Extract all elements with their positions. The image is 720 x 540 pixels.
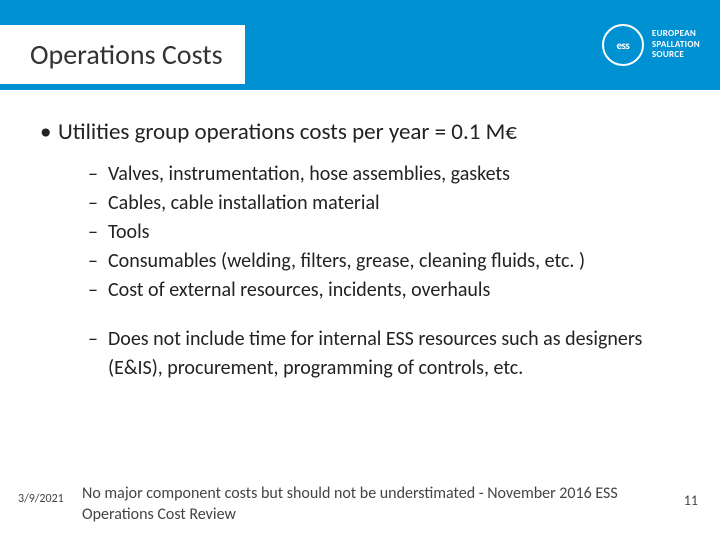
logo-text-line: EUROPEAN bbox=[652, 29, 700, 40]
main-bullet: Utilities group operations costs per yea… bbox=[40, 118, 680, 146]
page-number: 11 bbox=[684, 484, 698, 509]
logo: ess EUROPEAN SPALLATION SOURCE bbox=[602, 24, 700, 66]
footer: 3/9/2021 No major component costs but sh… bbox=[0, 484, 720, 526]
list-item: Tools bbox=[88, 218, 680, 247]
logo-icon: ess bbox=[602, 24, 644, 66]
note-bullet-list: Does not include time for internal ESS r… bbox=[40, 325, 680, 383]
list-item: Cables, cable installation material bbox=[88, 189, 680, 218]
footer-note: No major component costs but should not … bbox=[82, 484, 684, 526]
list-item: Does not include time for internal ESS r… bbox=[88, 325, 680, 383]
logo-text: EUROPEAN SPALLATION SOURCE bbox=[652, 29, 700, 61]
list-item: Valves, instrumentation, hose assemblies… bbox=[88, 160, 680, 189]
sub-bullet-list: Valves, instrumentation, hose assemblies… bbox=[40, 160, 680, 305]
list-item: Consumables (welding, filters, grease, c… bbox=[88, 247, 680, 276]
footer-date: 3/9/2021 bbox=[18, 484, 82, 506]
logo-text-line: SOURCE bbox=[652, 50, 700, 61]
list-item: Cost of external resources, incidents, o… bbox=[88, 276, 680, 305]
title-box: Operations Costs bbox=[0, 25, 245, 84]
content-area: Utilities group operations costs per yea… bbox=[0, 90, 720, 383]
header-bar: Operations Costs ess EUROPEAN SPALLATION… bbox=[0, 0, 720, 90]
page-title: Operations Costs bbox=[30, 37, 223, 72]
logo-abbrev: ess bbox=[616, 39, 629, 52]
